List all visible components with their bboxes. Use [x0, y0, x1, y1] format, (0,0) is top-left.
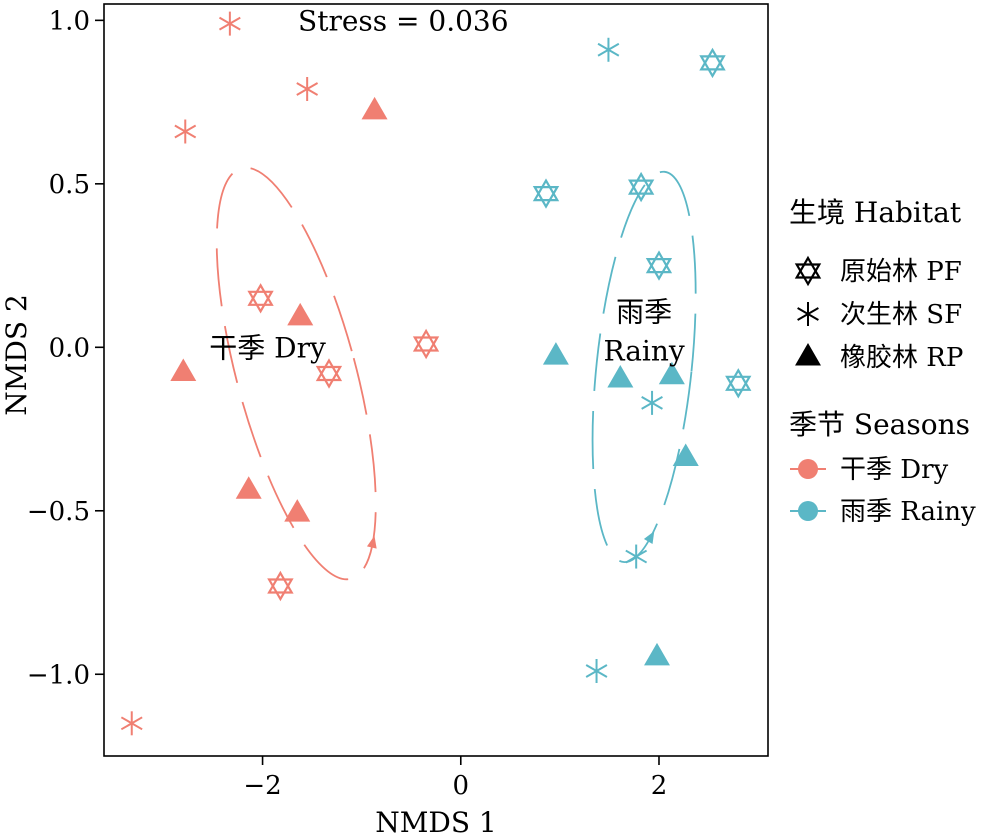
- x-axis-ticks: −2 0 2: [243, 756, 667, 801]
- point-rainy-sf-4: [585, 658, 608, 683]
- annotation-stress: Stress = 0.036: [298, 4, 509, 37]
- point-rainy-rp-1: [542, 342, 569, 365]
- point-dry-rp-3: [170, 358, 197, 381]
- legend-symbol-sf: [797, 302, 819, 326]
- point-rainy-rp-5: [644, 642, 670, 666]
- y-axis-title: NMDS 2: [0, 294, 33, 416]
- point-rainy-pf-2: [532, 178, 560, 209]
- x-axis-title: NMDS 1: [375, 806, 497, 835]
- y-tick-label: 1.0: [49, 6, 90, 36]
- legend: 生境 Habitat 原始林 PF 次生林 SF 橡胶林 RP 季节 Seaso…: [789, 196, 976, 527]
- point-rainy-sf-2: [641, 390, 663, 415]
- ellipse-layer: [215, 166, 697, 581]
- legend-symbol-rainy: [790, 501, 826, 521]
- point-rainy-pf-4: [645, 250, 673, 281]
- y-tick-label: −1.0: [27, 660, 90, 690]
- ellipse-rainy: [591, 170, 697, 563]
- legend-symbol-rp: [795, 342, 821, 366]
- legend-season-title: 季节 Seasons: [789, 408, 970, 441]
- ellipse-dry: [215, 166, 377, 581]
- point-rainy-sf-1: [597, 37, 620, 62]
- y-tick-label: −0.5: [27, 497, 90, 527]
- point-rainy-rp-4: [672, 443, 699, 466]
- point-dry-rp-4: [235, 476, 262, 499]
- ellipse-arrow-rainy: [643, 531, 655, 545]
- legend-symbols: [790, 255, 826, 521]
- legend-symbol-pf: [794, 255, 822, 287]
- legend-habitat-title: 生境 Habitat: [789, 196, 962, 229]
- point-layer: [120, 11, 752, 736]
- point-dry-rp-1: [361, 96, 388, 120]
- point-dry-rp-2: [287, 302, 314, 326]
- annotation-layer: Stress = 0.036 干季 Dry 雨季 Rainy: [209, 4, 685, 367]
- legend-item-sf-label: 次生林 SF: [840, 300, 962, 330]
- annotation-rainy-label-2: Rainy: [604, 335, 685, 368]
- legend-item-rp-label: 橡胶林 RP: [840, 343, 963, 373]
- annotation-rainy-label-1: 雨季: [616, 295, 672, 328]
- ellipse-arrow-dry: [366, 535, 377, 549]
- point-rainy-rp-3: [658, 361, 685, 385]
- y-axis-ticks: 1.0 0.5 0.0 −0.5 −1.0: [27, 6, 104, 690]
- y-tick-label: 0.5: [49, 170, 90, 200]
- point-rainy-pf-5: [725, 368, 752, 399]
- x-tick-label: −2: [243, 771, 281, 801]
- point-rainy-rp-2: [607, 365, 634, 388]
- point-rainy-pf-1: [699, 47, 726, 79]
- plot-frame: [103, 3, 769, 757]
- point-dry-sf-3: [174, 119, 197, 144]
- legend-item-dry-label: 干季 Dry: [840, 455, 949, 485]
- point-rainy-pf-3: [627, 171, 655, 203]
- point-rainy-sf-3: [625, 544, 648, 569]
- point-dry-sf-1: [218, 11, 241, 36]
- x-tick-label: 0: [453, 771, 470, 801]
- point-dry-sf-4: [120, 711, 143, 736]
- x-tick-label: 2: [651, 771, 668, 801]
- y-tick-label: 0.0: [49, 333, 90, 363]
- legend-item-pf-label: 原始林 PF: [840, 257, 962, 287]
- legend-symbol-dry: [790, 459, 826, 479]
- point-dry-rp-5: [284, 499, 311, 522]
- point-dry-pf-1: [247, 283, 274, 314]
- legend-item-rainy-label: 雨季 Rainy: [840, 497, 976, 527]
- annotation-dry-label: 干季 Dry: [209, 331, 326, 364]
- point-dry-pf-4: [267, 570, 294, 602]
- point-dry-pf-3: [412, 328, 440, 360]
- point-dry-sf-2: [296, 77, 319, 102]
- point-dry-pf-2: [315, 358, 343, 389]
